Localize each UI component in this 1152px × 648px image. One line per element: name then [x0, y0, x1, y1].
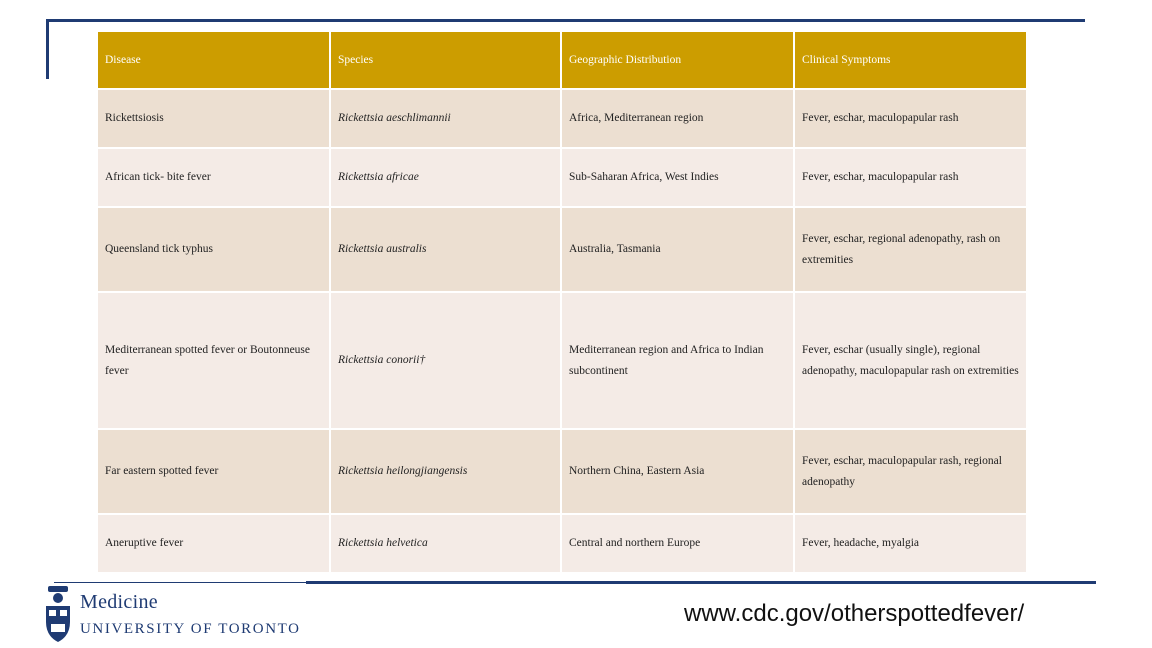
- header-geographic-distribution: Geographic Distribution: [560, 30, 795, 90]
- header-species: Species: [329, 30, 562, 90]
- university-crest-icon: [46, 586, 70, 642]
- distribution-cell: Australia, Tasmania: [560, 206, 795, 293]
- logo-medicine-text: Medicine: [80, 591, 158, 613]
- disease-cell: Aneruptive fever: [96, 513, 331, 574]
- species-cell: Rickettsia heilongjiangensis: [329, 428, 562, 515]
- distribution-cell: Central and northern Europe: [560, 513, 795, 574]
- disease-cell: Rickettsiosis: [96, 88, 331, 149]
- distribution-cell: Mediterranean region and Africa to India…: [560, 291, 795, 430]
- university-logo: Medicine UNIVERSITY OF TORONTO: [40, 584, 320, 646]
- table-row: African tick- bite fever Rickettsia afri…: [96, 147, 1028, 208]
- source-url: www.cdc.gov/otherspottedfever/: [684, 600, 1025, 627]
- table-row: Queensland tick typhus Rickettsia austra…: [96, 206, 1028, 293]
- species-cell: Rickettsia conorii†: [329, 291, 562, 430]
- bottom-divider-left: [54, 582, 306, 583]
- symptoms-cell: Fever, eschar, maculopapular rash: [793, 88, 1028, 149]
- distribution-cell: Africa, Mediterranean region: [560, 88, 795, 149]
- logo-university-text: UNIVERSITY OF TORONTO: [80, 621, 301, 637]
- symptoms-cell: Fever, eschar, regional adenopathy, rash…: [793, 206, 1028, 293]
- species-cell: Rickettsia australis: [329, 206, 562, 293]
- species-cell: Rickettsia helvetica: [329, 513, 562, 574]
- species-cell: Rickettsia aeschlimannii: [329, 88, 562, 149]
- disease-cell: Far eastern spotted fever: [96, 428, 331, 515]
- table-row: Mediterranean spotted fever or Boutonneu…: [96, 291, 1028, 430]
- table-header-row: Disease Species Geographic Distribution …: [96, 30, 1028, 90]
- symptoms-cell: Fever, eschar (usually single), regional…: [793, 291, 1028, 430]
- header-disease: Disease: [96, 30, 331, 90]
- left-divider: [46, 19, 49, 79]
- species-cell: Rickettsia africae: [329, 147, 562, 208]
- bottom-divider: [306, 581, 1096, 584]
- table-row: Aneruptive fever Rickettsia helvetica Ce…: [96, 513, 1028, 574]
- symptoms-cell: Fever, eschar, maculopapular rash, regio…: [793, 428, 1028, 515]
- table-row: Rickettsiosis Rickettsia aeschlimannii A…: [96, 88, 1028, 149]
- symptoms-cell: Fever, eschar, maculopapular rash: [793, 147, 1028, 208]
- disease-cell: Queensland tick typhus: [96, 206, 331, 293]
- disease-cell: Mediterranean spotted fever or Boutonneu…: [96, 291, 331, 430]
- top-divider: [48, 19, 1085, 22]
- distribution-cell: Northern China, Eastern Asia: [560, 428, 795, 515]
- header-clinical-symptoms: Clinical Symptoms: [793, 30, 1028, 90]
- symptoms-cell: Fever, headache, myalgia: [793, 513, 1028, 574]
- disease-table: Disease Species Geographic Distribution …: [96, 30, 1028, 574]
- table-row: Far eastern spotted fever Rickettsia hei…: [96, 428, 1028, 515]
- disease-cell: African tick- bite fever: [96, 147, 331, 208]
- distribution-cell: Sub-Saharan Africa, West Indies: [560, 147, 795, 208]
